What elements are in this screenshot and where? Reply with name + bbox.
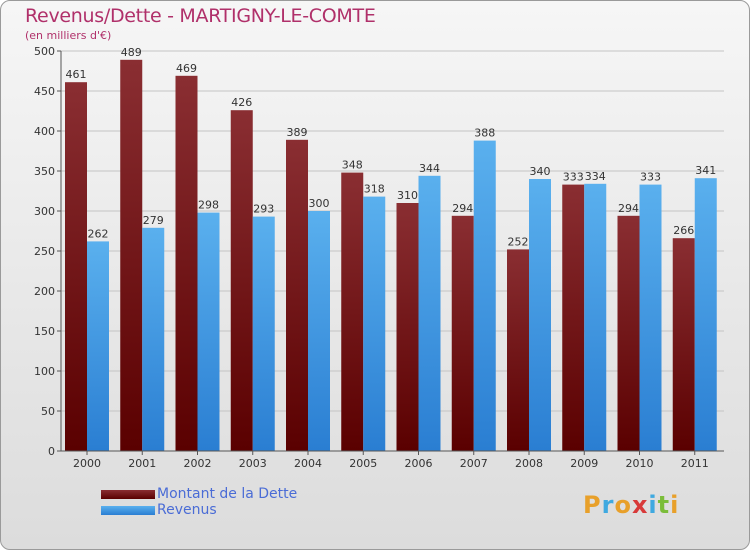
bar-dette: [396, 203, 419, 451]
y-tick-label: 0: [48, 445, 55, 458]
data-label-revenus: 333: [640, 171, 661, 184]
legend-swatch-dette: [101, 490, 155, 499]
x-axis: 2000 2001 2002 2003 2004 2005 2006 2007 2008 2009…: [61, 450, 724, 470]
data-label-dette: 310: [397, 189, 418, 202]
data-label-revenus: 388: [474, 127, 495, 140]
bar-dette: [341, 172, 364, 451]
x-tick-label: 2004: [294, 457, 322, 470]
data-label-dette: 469: [176, 62, 197, 75]
y-tick-label: 450: [34, 85, 55, 98]
bar-revenus: [197, 212, 220, 451]
bar-revenus: [363, 196, 386, 451]
legend-label-revenus: Revenus: [157, 502, 217, 518]
chart-title: Revenus/Dette - MARTIGNY-LE-COMTE: [25, 5, 376, 27]
data-label-revenus: 318: [364, 183, 385, 196]
y-tick-label: 500: [34, 45, 55, 58]
data-label-revenus: 293: [253, 203, 274, 216]
logo-letter: i: [648, 491, 658, 519]
logo-letter: o: [614, 491, 632, 519]
bar-revenus: [639, 184, 662, 451]
bar-dette: [286, 139, 308, 452]
bar-dette: [507, 249, 529, 451]
data-label-dette: 252: [508, 235, 529, 248]
bar-revenus: [694, 178, 717, 451]
bar-revenus: [252, 216, 275, 451]
data-label-dette: 461: [66, 68, 87, 81]
bar-dette: [562, 184, 585, 451]
y-tick-label: 400: [34, 125, 55, 138]
x-tick-label: 2001: [128, 457, 156, 470]
data-label-dette: 389: [287, 126, 308, 139]
y-tick-label: 350: [34, 165, 55, 178]
bar-dette: [175, 75, 198, 452]
proxiti-logo: Proxiti: [583, 491, 679, 519]
bar-revenus: [308, 211, 330, 451]
y-axis: 0 50 100 150 200 250 300 350 400 450 500: [34, 45, 62, 458]
bar-revenus: [418, 175, 441, 452]
bar-dette: [617, 215, 640, 451]
x-tick-label: 2000: [73, 457, 101, 470]
bar-revenus: [87, 241, 109, 451]
logo-letter: t: [657, 491, 671, 519]
data-label-dette: 333: [563, 171, 584, 184]
chart-subtitle: (en milliers d'€): [25, 29, 112, 42]
data-label-revenus: 341: [695, 164, 716, 177]
data-label-dette: 489: [121, 46, 142, 59]
data-label-revenus: 300: [309, 197, 330, 210]
x-tick-label: 2003: [239, 457, 267, 470]
data-label-revenus: 298: [198, 199, 219, 212]
bar-dette: [672, 238, 695, 451]
x-tick-label: 2002: [184, 457, 212, 470]
data-label-dette: 426: [231, 96, 252, 109]
data-label-revenus: 279: [143, 214, 164, 227]
x-tick-label: 2011: [681, 457, 709, 470]
y-tick-label: 100: [34, 365, 55, 378]
bar-dette: [451, 215, 474, 451]
gridlines: [61, 50, 724, 452]
bar-dette: [65, 82, 87, 451]
bar-revenus: [142, 227, 165, 451]
x-tick-label: 2005: [349, 457, 377, 470]
data-label-revenus: 344: [419, 162, 440, 175]
data-label-revenus: 334: [585, 170, 606, 183]
bars: [65, 59, 717, 452]
y-tick-label: 250: [34, 245, 55, 258]
logo-letter: i: [670, 491, 680, 519]
bar-dette: [120, 59, 143, 452]
data-label-dette: 294: [618, 202, 639, 215]
y-tick-label: 200: [34, 285, 55, 298]
data-label-revenus: 340: [530, 165, 551, 178]
logo-letter: r: [601, 491, 615, 519]
bar-revenus: [529, 179, 551, 451]
data-label-revenus: 262: [88, 227, 109, 240]
logo-letter: x: [631, 491, 649, 519]
y-tick-label: 300: [34, 205, 55, 218]
x-tick-label: 2006: [405, 457, 433, 470]
bar-revenus: [584, 183, 607, 452]
logo-letter: P: [583, 491, 602, 519]
x-tick-label: 2007: [460, 457, 488, 470]
x-tick-label: 2008: [515, 457, 543, 470]
data-label-dette: 348: [342, 159, 363, 172]
x-tick-label: 2010: [626, 457, 654, 470]
legend-label-dette: Montant de la Dette: [157, 486, 298, 502]
x-tick-label: 2009: [570, 457, 598, 470]
y-tick-label: 150: [34, 325, 55, 338]
y-tick-label: 50: [41, 405, 55, 418]
bar-dette: [230, 110, 253, 451]
data-label-dette: 294: [452, 202, 473, 215]
legend-swatch-revenus: [101, 506, 155, 515]
data-label-dette: 266: [673, 224, 694, 237]
bar-revenus: [473, 140, 496, 451]
